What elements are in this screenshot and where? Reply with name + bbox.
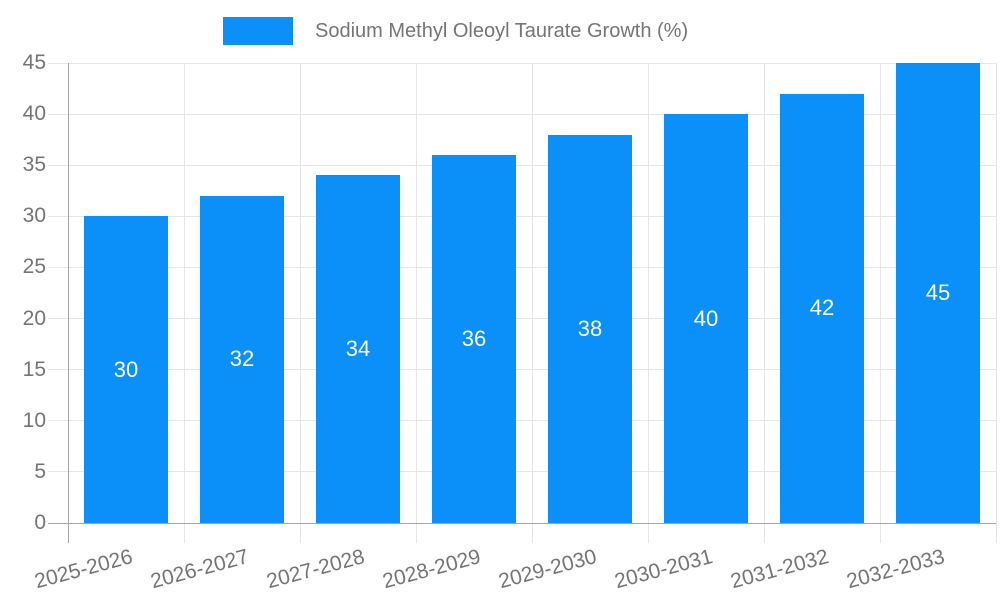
h-gridline xyxy=(48,215,996,217)
x-tick-label: 2026-2027 xyxy=(147,545,251,594)
v-gridline xyxy=(415,63,417,543)
x-tick-label: 2031-2032 xyxy=(727,545,831,594)
h-gridline xyxy=(48,471,996,473)
h-gridline xyxy=(48,62,996,64)
bar-value-label: 32 xyxy=(229,346,255,372)
v-gridline xyxy=(647,63,649,543)
x-tick-label: 2030-2031 xyxy=(611,545,715,594)
y-tick-label: 10 xyxy=(22,408,46,432)
legend-item[interactable]: Sodium Methyl Oleoyl Taurate Growth (%) xyxy=(223,16,688,46)
legend-label: Sodium Methyl Oleoyl Taurate Growth (%) xyxy=(315,19,689,42)
bar[interactable]: 45 xyxy=(896,63,980,523)
bar-value-label: 45 xyxy=(925,280,951,305)
x-tick-label: 2028-2029 xyxy=(379,545,483,594)
x-tick-label: 2027-2028 xyxy=(263,545,367,594)
bar-value-label: 34 xyxy=(345,336,371,362)
bar[interactable]: 42 xyxy=(780,93,864,523)
h-gridline xyxy=(48,318,996,320)
x-tick-label: 2025-2026 xyxy=(31,545,135,594)
y-tick-label: 45 xyxy=(22,51,46,74)
x-axis-line xyxy=(48,522,996,524)
x-tick-label: 2029-2030 xyxy=(495,545,599,594)
h-gridline xyxy=(48,164,996,166)
h-gridline xyxy=(48,113,996,115)
v-gridline xyxy=(299,63,301,543)
bar-value-label: 40 xyxy=(693,305,719,331)
y-tick-label: 30 xyxy=(22,204,46,228)
v-gridline xyxy=(763,63,765,543)
bar-value-label: 36 xyxy=(461,326,487,351)
v-gridline xyxy=(531,63,533,543)
y-tick-label: 35 xyxy=(22,153,46,177)
v-gridline xyxy=(183,63,185,543)
y-tick-label: 40 xyxy=(22,102,46,126)
bar-value-label: 38 xyxy=(577,315,603,341)
bar-value-label: 30 xyxy=(113,356,139,382)
bar[interactable]: 34 xyxy=(316,175,400,523)
bar[interactable]: 40 xyxy=(664,114,748,523)
legend-swatch xyxy=(223,17,293,45)
h-gridline xyxy=(48,266,996,268)
bar[interactable]: 38 xyxy=(548,134,632,523)
h-gridline xyxy=(48,420,996,422)
y-tick-label: 20 xyxy=(22,306,46,330)
bar[interactable]: 30 xyxy=(84,216,168,523)
bar-value-label: 42 xyxy=(809,295,835,321)
h-gridline xyxy=(48,369,996,371)
y-tick-label: 0 xyxy=(34,511,46,534)
y-tick-label: 15 xyxy=(22,357,46,381)
y-tick-label: 25 xyxy=(22,255,46,279)
v-gridline xyxy=(995,63,997,543)
bar[interactable]: 36 xyxy=(432,155,516,523)
bar[interactable]: 32 xyxy=(200,195,284,523)
x-tick-label: 2032-2033 xyxy=(843,545,947,594)
v-gridline xyxy=(879,63,881,543)
y-axis-line xyxy=(67,63,69,543)
y-tick-label: 5 xyxy=(34,459,46,483)
